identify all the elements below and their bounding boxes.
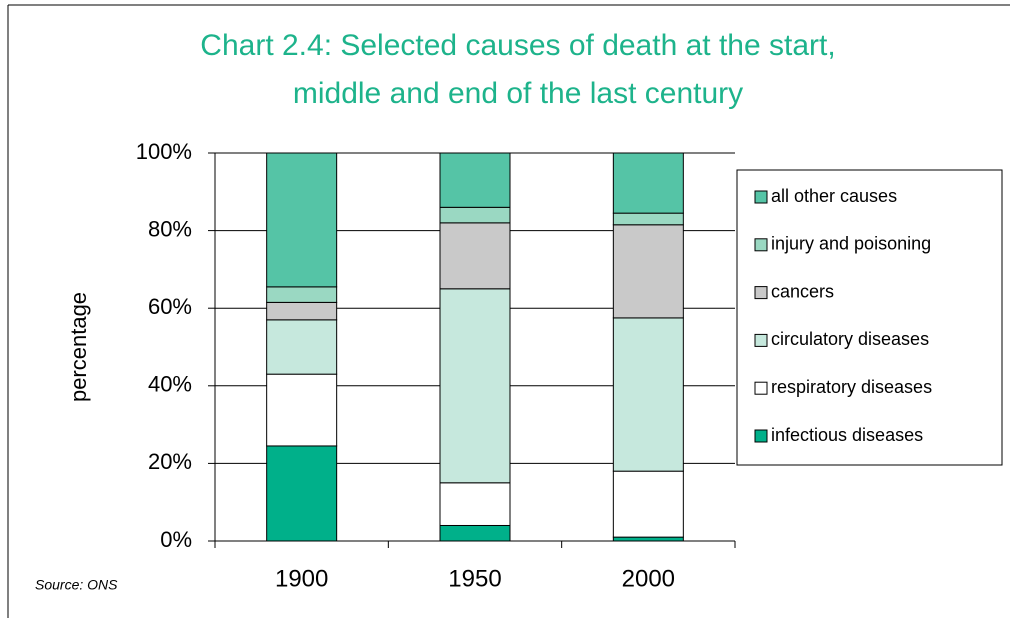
source: Source: ONS	[35, 577, 118, 593]
legend-label: respiratory diseases	[771, 377, 932, 397]
legend-swatch	[754, 381, 768, 395]
legend-label: infectious diseases	[771, 425, 923, 445]
bar-segment	[439, 222, 511, 290]
y-tick-label: 40%	[148, 372, 192, 397]
legend-label: all other causes	[771, 186, 897, 206]
y-axis-label: percentage	[66, 292, 91, 402]
bar-segment	[266, 445, 338, 542]
bar-segment	[439, 482, 511, 526]
legend-swatch	[754, 190, 768, 204]
legend-label: cancers	[771, 281, 834, 301]
bar-segment	[612, 152, 684, 214]
x-tick-label: 1950	[448, 565, 501, 592]
chart-title: middle and end of the last century	[293, 77, 743, 110]
bar-segment	[612, 536, 684, 542]
bar-segment	[266, 301, 338, 321]
bar-segment	[266, 286, 338, 303]
y-tick-label: 60%	[148, 294, 192, 319]
bar-segment	[612, 212, 684, 226]
bar-segment	[612, 224, 684, 319]
legend-box	[736, 169, 1003, 466]
bar-segment	[266, 152, 338, 288]
bar-segment	[266, 319, 338, 375]
legend-swatch	[754, 238, 768, 252]
x-tick-label: 1900	[275, 565, 328, 592]
legend-label: circulatory diseases	[771, 329, 929, 349]
bar-segment	[612, 317, 684, 472]
x-tick-label: 2000	[622, 565, 675, 592]
chart-title: Chart 2.4: Selected causes of death at t…	[200, 29, 835, 62]
bar-segment	[266, 373, 338, 447]
bar-segment	[439, 152, 511, 208]
y-tick-label: 20%	[148, 449, 192, 474]
y-tick-label: 80%	[148, 216, 192, 241]
y-tick-label: 100%	[136, 139, 192, 164]
bar-segment	[439, 288, 511, 484]
legend-label: injury and poisoning	[771, 234, 931, 254]
legend-swatch	[754, 286, 768, 300]
bar-segment	[612, 470, 684, 538]
y-tick-label: 0%	[160, 527, 192, 552]
legend-swatch	[754, 429, 768, 443]
legend-swatch	[754, 333, 768, 347]
bar-segment	[439, 524, 511, 542]
bar-segment	[439, 206, 511, 224]
